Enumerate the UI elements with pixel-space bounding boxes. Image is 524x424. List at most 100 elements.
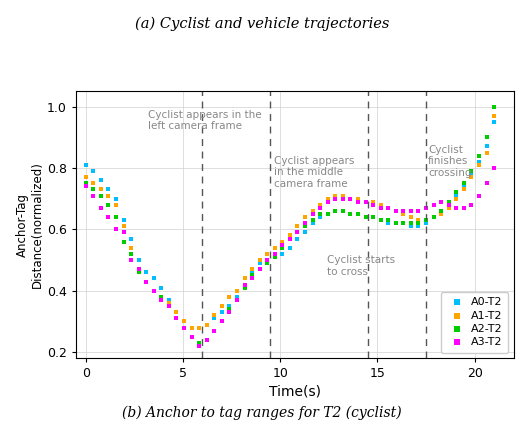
A1-T2 <box>475 162 483 168</box>
A0-T2 <box>301 229 309 236</box>
A2-T2 <box>233 296 241 303</box>
A3-T2 <box>384 204 392 211</box>
A3-T2 <box>467 201 476 208</box>
A2-T2 <box>391 220 400 226</box>
A1-T2 <box>263 251 271 257</box>
A2-T2 <box>225 306 234 312</box>
A3-T2 <box>376 204 385 211</box>
A1-T2 <box>225 293 234 300</box>
A0-T2 <box>248 269 256 276</box>
A3-T2 <box>407 207 415 214</box>
A0-T2 <box>82 162 90 168</box>
A0-T2 <box>399 220 408 226</box>
A1-T2 <box>391 207 400 214</box>
A3-T2 <box>293 229 302 236</box>
A3-T2 <box>119 229 128 236</box>
A2-T2 <box>362 214 370 220</box>
A1-T2 <box>316 201 324 208</box>
A0-T2 <box>149 275 158 282</box>
A0-T2 <box>270 254 279 260</box>
A0-T2 <box>452 192 461 199</box>
A0-T2 <box>135 257 143 263</box>
A0-T2 <box>482 143 490 150</box>
A3-T2 <box>422 204 430 211</box>
A1-T2 <box>354 195 362 202</box>
A3-T2 <box>112 226 120 233</box>
A0-T2 <box>263 257 271 263</box>
A1-T2 <box>96 186 105 193</box>
A2-T2 <box>452 189 461 196</box>
A2-T2 <box>89 186 97 193</box>
A3-T2 <box>165 303 173 310</box>
A0-T2 <box>127 235 135 242</box>
A2-T2 <box>376 217 385 223</box>
A1-T2 <box>384 204 392 211</box>
A2-T2 <box>119 238 128 245</box>
A1-T2 <box>135 266 143 273</box>
A3-T2 <box>399 207 408 214</box>
A2-T2 <box>248 272 256 279</box>
A0-T2 <box>407 223 415 230</box>
A3-T2 <box>362 198 370 205</box>
A3-T2 <box>414 207 423 214</box>
A3-T2 <box>369 201 377 208</box>
A0-T2 <box>112 195 120 202</box>
Text: (a) Cyclist and vehicle trajectories: (a) Cyclist and vehicle trajectories <box>135 17 389 31</box>
Text: (b) Anchor to tag ranges for T2 (cyclist): (b) Anchor to tag ranges for T2 (cyclist… <box>122 405 402 420</box>
A2-T2 <box>467 167 476 174</box>
A1-T2 <box>301 214 309 220</box>
A2-T2 <box>301 223 309 230</box>
A2-T2 <box>407 220 415 226</box>
A2-T2 <box>429 214 438 220</box>
A3-T2 <box>202 337 211 343</box>
A1-T2 <box>157 293 166 300</box>
A3-T2 <box>248 275 256 282</box>
A2-T2 <box>346 211 355 218</box>
A3-T2 <box>452 204 461 211</box>
A0-T2 <box>331 207 340 214</box>
A0-T2 <box>323 211 332 218</box>
A3-T2 <box>301 220 309 226</box>
A1-T2 <box>172 309 181 315</box>
A0-T2 <box>467 171 476 178</box>
A1-T2 <box>270 244 279 251</box>
A1-T2 <box>376 201 385 208</box>
A0-T2 <box>104 186 113 193</box>
A3-T2 <box>188 333 196 340</box>
A3-T2 <box>482 180 490 187</box>
A3-T2 <box>142 278 150 285</box>
A3-T2 <box>475 192 483 199</box>
A0-T2 <box>460 183 468 190</box>
A0-T2 <box>165 296 173 303</box>
A1-T2 <box>467 174 476 181</box>
A2-T2 <box>369 214 377 220</box>
A3-T2 <box>217 318 226 325</box>
A3-T2 <box>339 195 347 202</box>
A2-T2 <box>241 284 249 291</box>
A1-T2 <box>188 324 196 331</box>
A0-T2 <box>309 220 317 226</box>
A0-T2 <box>202 321 211 328</box>
A2-T2 <box>188 333 196 340</box>
A1-T2 <box>210 312 219 319</box>
A0-T2 <box>391 220 400 226</box>
A2-T2 <box>149 287 158 294</box>
A2-T2 <box>217 318 226 325</box>
A0-T2 <box>437 207 445 214</box>
A1-T2 <box>339 192 347 199</box>
A2-T2 <box>490 103 498 110</box>
A2-T2 <box>195 340 203 346</box>
A3-T2 <box>286 235 294 242</box>
A2-T2 <box>82 180 90 187</box>
A2-T2 <box>354 211 362 218</box>
A3-T2 <box>233 296 241 303</box>
A0-T2 <box>157 284 166 291</box>
A0-T2 <box>225 303 234 310</box>
A1-T2 <box>437 211 445 218</box>
A3-T2 <box>270 251 279 257</box>
A3-T2 <box>180 324 188 331</box>
A1-T2 <box>399 211 408 218</box>
A3-T2 <box>241 281 249 288</box>
A2-T2 <box>96 192 105 199</box>
A2-T2 <box>437 207 445 214</box>
